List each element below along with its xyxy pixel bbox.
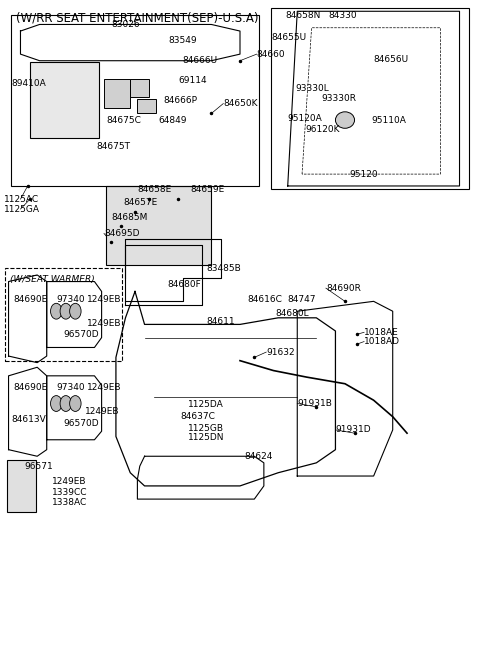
Circle shape	[70, 396, 81, 411]
Text: 97340: 97340	[56, 295, 85, 304]
Text: (W/RR SEAT ENTERTAINMENT(SEP)-U.S.A): (W/RR SEAT ENTERTAINMENT(SEP)-U.S.A)	[16, 11, 258, 24]
Text: 84747: 84747	[288, 295, 316, 304]
Text: 84650K: 84650K	[223, 99, 258, 108]
Text: 96570D: 96570D	[63, 330, 99, 339]
Text: 1125DN: 1125DN	[188, 434, 224, 442]
Circle shape	[60, 396, 72, 411]
Bar	[7, 459, 36, 512]
Text: (W/SEAT WARMER): (W/SEAT WARMER)	[10, 275, 95, 284]
Text: 84680F: 84680F	[168, 280, 201, 289]
Bar	[137, 99, 156, 113]
Text: 84685M: 84685M	[111, 213, 147, 222]
Text: 84330: 84330	[328, 11, 357, 21]
Text: 83485B: 83485B	[206, 264, 241, 273]
Text: 1249EB: 1249EB	[51, 477, 86, 486]
Text: 84658E: 84658E	[137, 185, 172, 194]
Text: 84666P: 84666P	[164, 96, 198, 105]
Text: 97340: 97340	[56, 383, 85, 391]
Text: 84695D: 84695D	[104, 229, 140, 238]
Bar	[104, 79, 130, 108]
Text: 84657E: 84657E	[123, 198, 157, 207]
Text: 84690E: 84690E	[13, 295, 48, 304]
Bar	[107, 186, 211, 265]
Bar	[11, 15, 259, 186]
Text: 1018AE: 1018AE	[364, 328, 399, 337]
Text: 91632: 91632	[266, 348, 295, 357]
Text: 84690R: 84690R	[326, 283, 361, 293]
Text: 95120: 95120	[350, 169, 378, 179]
Text: 84616C: 84616C	[247, 295, 282, 304]
Text: 64849: 64849	[159, 116, 187, 124]
Text: 96120K: 96120K	[306, 124, 340, 134]
Text: 84658N: 84658N	[285, 11, 321, 21]
Circle shape	[70, 303, 81, 319]
Text: 84690E: 84690E	[13, 383, 48, 391]
Text: 69114: 69114	[178, 76, 206, 85]
Text: 84675T: 84675T	[97, 142, 131, 151]
Text: 1018AD: 1018AD	[364, 337, 400, 346]
Bar	[271, 8, 469, 189]
Text: 84659E: 84659E	[190, 185, 224, 194]
Circle shape	[50, 396, 62, 411]
Text: 96571: 96571	[24, 461, 53, 471]
Text: 84680L: 84680L	[276, 308, 310, 318]
Text: 93330L: 93330L	[295, 84, 329, 93]
Text: 83549: 83549	[168, 36, 197, 46]
Text: 95120A: 95120A	[288, 115, 323, 123]
Ellipse shape	[336, 112, 355, 128]
Text: 84613V: 84613V	[11, 416, 46, 424]
Text: 91931D: 91931D	[336, 426, 371, 434]
Text: 1125GA: 1125GA	[4, 205, 40, 214]
Text: 1249EB: 1249EB	[87, 295, 122, 304]
Text: 89410A: 89410A	[11, 79, 46, 88]
Text: 1125AC: 1125AC	[4, 195, 39, 204]
Text: 1125GB: 1125GB	[188, 424, 224, 433]
Bar	[30, 62, 99, 138]
Text: 84637C: 84637C	[180, 412, 215, 421]
Text: 1249EB: 1249EB	[87, 383, 122, 391]
Text: 84611: 84611	[206, 316, 235, 326]
Text: 83026: 83026	[111, 20, 140, 29]
Text: 95110A: 95110A	[371, 116, 406, 124]
Bar	[130, 79, 149, 97]
Text: 1338AC: 1338AC	[51, 498, 87, 507]
Text: 1249EB: 1249EB	[85, 407, 120, 416]
Text: 1339CC: 1339CC	[51, 488, 87, 497]
Text: 84675C: 84675C	[107, 116, 141, 124]
Text: 96570D: 96570D	[63, 419, 99, 428]
Text: 1249EB: 1249EB	[87, 318, 122, 328]
Text: 93330R: 93330R	[321, 95, 356, 103]
Circle shape	[60, 303, 72, 319]
Text: 91931B: 91931B	[297, 399, 332, 408]
Bar	[5, 268, 122, 361]
Text: 84666U: 84666U	[183, 56, 218, 66]
Text: 1125DA: 1125DA	[188, 401, 223, 409]
Text: 84656U: 84656U	[373, 55, 409, 64]
Text: 84624: 84624	[245, 451, 273, 461]
Text: 84660: 84660	[257, 50, 285, 59]
Text: 84655U: 84655U	[271, 33, 306, 42]
Circle shape	[50, 303, 62, 319]
